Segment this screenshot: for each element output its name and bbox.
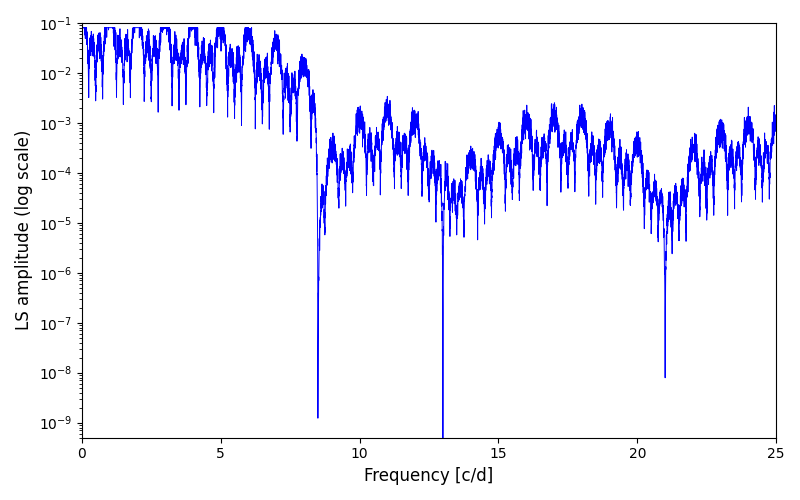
X-axis label: Frequency [c/d]: Frequency [c/d] (364, 467, 494, 485)
Y-axis label: LS amplitude (log scale): LS amplitude (log scale) (15, 130, 33, 330)
